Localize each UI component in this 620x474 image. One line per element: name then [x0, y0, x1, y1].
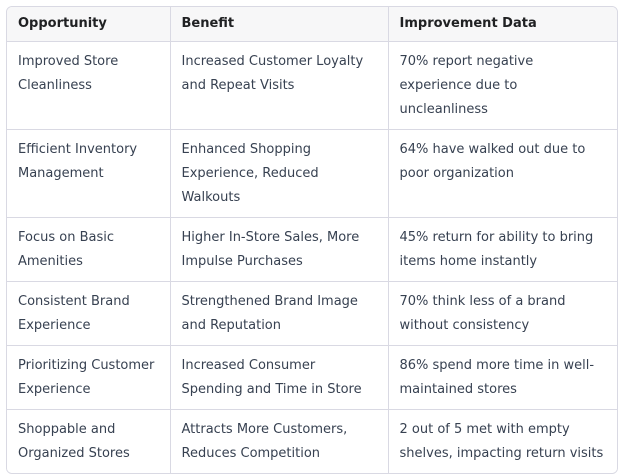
cell-opportunity: Efficient Inventory Management	[7, 129, 171, 218]
column-header-benefit: Benefit	[170, 7, 389, 42]
table-row: Focus on Basic Amenities Higher In-Store…	[7, 217, 617, 282]
opportunity-table: Opportunity Benefit Improvement Data Imp…	[7, 7, 617, 473]
cell-benefit: Enhanced Shopping Experience, Reduced Wa…	[170, 129, 389, 218]
cell-improvement-data: 64% have walked out due to poor organiza…	[388, 129, 617, 218]
cell-improvement-data: 45% return for ability to bring items ho…	[388, 217, 617, 282]
data-table-container: Opportunity Benefit Improvement Data Imp…	[6, 6, 618, 474]
table-row: Improved Store Cleanliness Increased Cus…	[7, 41, 617, 130]
table-header-row: Opportunity Benefit Improvement Data	[7, 7, 617, 42]
cell-benefit: Increased Consumer Spending and Time in …	[170, 345, 389, 410]
column-header-improvement-data: Improvement Data	[388, 7, 617, 42]
cell-benefit: Strengthened Brand Image and Reputation	[170, 281, 389, 346]
cell-benefit: Attracts More Customers, Reduces Competi…	[170, 409, 389, 473]
cell-improvement-data: 70% think less of a brand without consis…	[388, 281, 617, 346]
cell-improvement-data: 70% report negative experience due to un…	[388, 41, 617, 130]
cell-benefit: Higher In-Store Sales, More Impulse Purc…	[170, 217, 389, 282]
cell-opportunity: Shoppable and Organized Stores	[7, 409, 171, 473]
cell-opportunity: Consistent Brand Experience	[7, 281, 171, 346]
table-row: Consistent Brand Experience Strengthened…	[7, 281, 617, 346]
cell-improvement-data: 86% spend more time in well-maintained s…	[388, 345, 617, 410]
table-row: Shoppable and Organized Stores Attracts …	[7, 409, 617, 473]
table-row: Efficient Inventory Management Enhanced …	[7, 129, 617, 218]
table-row: Prioritizing Customer Experience Increas…	[7, 345, 617, 410]
cell-opportunity: Prioritizing Customer Experience	[7, 345, 171, 410]
column-header-opportunity: Opportunity	[7, 7, 171, 42]
cell-benefit: Increased Customer Loyalty and Repeat Vi…	[170, 41, 389, 130]
cell-opportunity: Focus on Basic Amenities	[7, 217, 171, 282]
cell-opportunity: Improved Store Cleanliness	[7, 41, 171, 130]
cell-improvement-data: 2 out of 5 met with empty shelves, impac…	[388, 409, 617, 473]
